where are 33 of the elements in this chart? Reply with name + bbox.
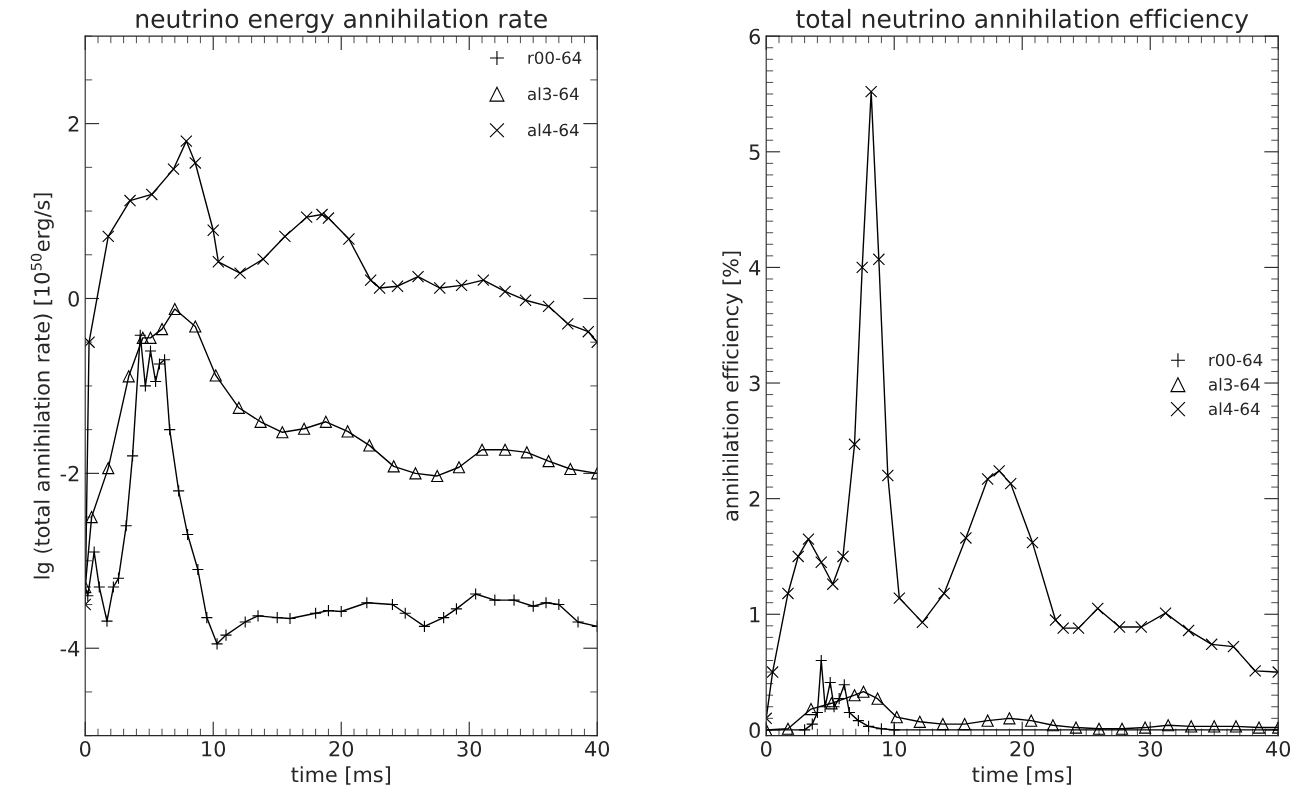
x-tick-label: 20 xyxy=(329,740,354,757)
x-tick-label: 30 xyxy=(457,740,482,757)
y-tick-label: 6 xyxy=(749,28,761,45)
chart-title: total neutrino annihilation efficiency xyxy=(796,8,1249,34)
x-tick-label: 30 xyxy=(1138,740,1163,757)
y-axis-title: annihilation efficiency [%] xyxy=(722,251,743,521)
y-tick-label: 3 xyxy=(749,375,760,392)
legend-label: al3-64 xyxy=(527,87,579,101)
x-axis-title: time [ms] xyxy=(972,766,1071,785)
x-tick-label: 20 xyxy=(1010,740,1035,757)
legend-label: r00-64 xyxy=(528,51,582,65)
x-tick-label: 40 xyxy=(1265,740,1291,757)
y-tick-label: -2 xyxy=(60,465,79,482)
x-tick-label: 40 xyxy=(585,740,610,757)
legend-label: al3-64 xyxy=(1208,377,1260,391)
legend-label: al4-64 xyxy=(527,123,579,137)
x-axis-title: time [ms] xyxy=(291,766,390,785)
y-tick-label: 5 xyxy=(749,144,760,161)
y-axis-title: lg (total annihilation rate) [10$^{50}$erg/s] xyxy=(30,193,54,579)
x-tick-label: 10 xyxy=(202,740,226,757)
y-tick-label: 4 xyxy=(749,260,761,276)
chart-title: neutrino energy annihilation rate xyxy=(136,8,547,34)
x-tick-label: 10 xyxy=(883,740,907,757)
x-tick-label: 0 xyxy=(79,740,91,757)
y-tick-label: -4 xyxy=(60,640,80,657)
y-tick-label: 2 xyxy=(68,116,79,132)
y-tick-label: 2 xyxy=(749,491,760,507)
y-tick-label: 0 xyxy=(749,722,760,739)
x-tick-label: 0 xyxy=(760,740,772,757)
legend-label: r00-64 xyxy=(1209,353,1263,367)
y-tick-label: 1 xyxy=(750,606,760,623)
legend-label: al4-64 xyxy=(1208,402,1260,416)
y-tick-label: 0 xyxy=(68,290,79,307)
